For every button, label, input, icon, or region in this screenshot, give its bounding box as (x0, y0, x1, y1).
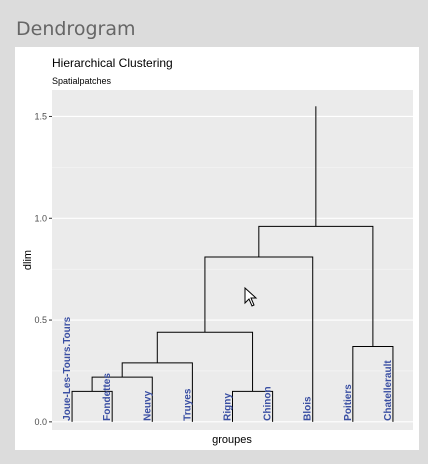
leaf-label: Chatellerault (383, 360, 394, 421)
x-axis-label: groupes (212, 434, 252, 446)
mouse-cursor-icon (244, 286, 258, 307)
chart-title: Hierarchical Clustering (52, 56, 173, 70)
dendrogram-link (91, 376, 153, 422)
leaf-label: Blois (303, 396, 314, 421)
panel-title: Dendrogram (16, 18, 136, 40)
y-tick-label: 0.5 (34, 315, 47, 325)
chart-subtitle: Spatialpatches (52, 76, 112, 86)
leaf-label: Chinon (263, 386, 274, 420)
y-axis-label: dlim (22, 250, 34, 270)
dendrogram-link (352, 346, 394, 422)
leaf-label: Fondettes (102, 373, 113, 421)
leaf-label: Joue-Les-Tours.Tours (62, 316, 73, 421)
leaf-label: Poitiers (343, 384, 354, 421)
y-tick-label: 0.0 (34, 417, 47, 427)
y-tick-label: 1.5 (34, 111, 47, 121)
y-tick-label: 1.0 (34, 213, 47, 223)
leaf-label: Neuvy (142, 390, 153, 420)
leaf-label: Truyes (182, 388, 193, 421)
leaf-label: Rigny (223, 393, 234, 421)
